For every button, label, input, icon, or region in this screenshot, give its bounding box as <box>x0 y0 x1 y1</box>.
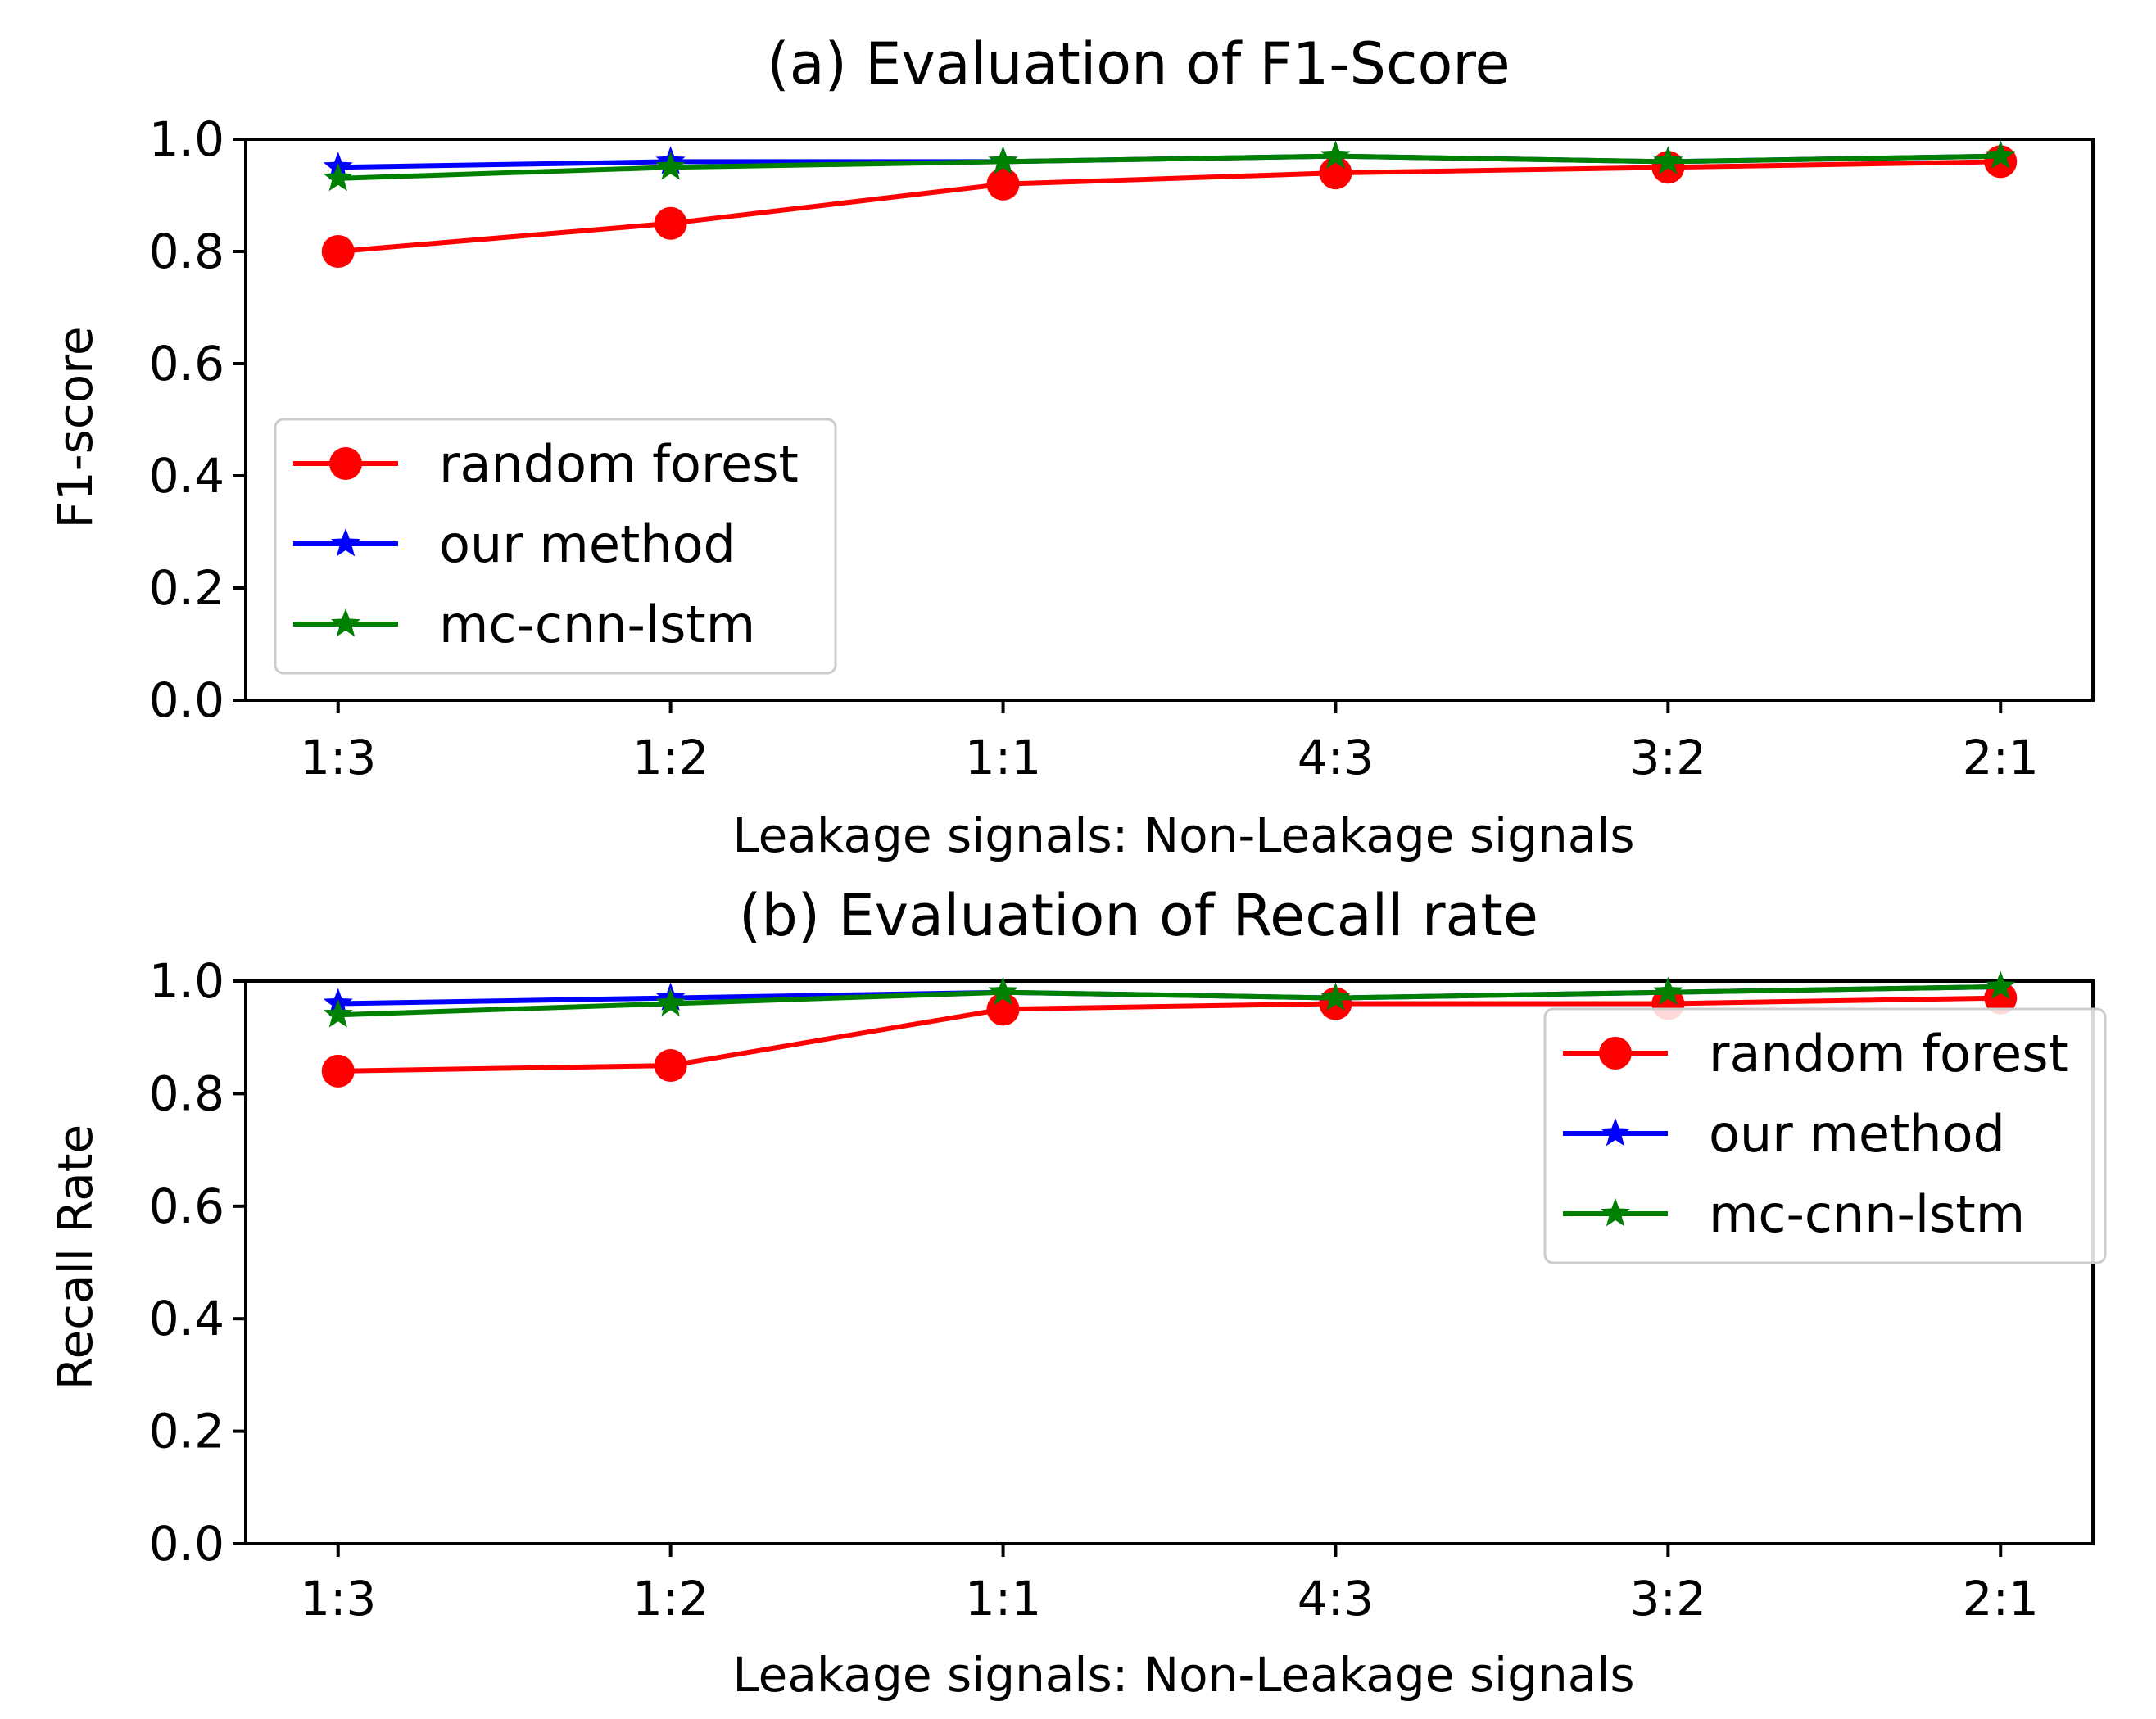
legend-box <box>1543 1007 2107 1264</box>
data-point-mc-cnn-lstm <box>988 146 1018 174</box>
data-point-random-forest <box>654 206 687 240</box>
y-tick-label: 0.4 <box>149 1291 224 1346</box>
series-line-mc-cnn-lstm <box>337 153 2001 181</box>
data-point-mc-cnn-lstm <box>1986 140 2016 169</box>
data-point-mc-cnn-lstm <box>655 152 686 180</box>
data-point-mc-cnn-lstm <box>655 988 686 1016</box>
x-tick-label: 2:1 <box>1963 730 2039 785</box>
data-point-random-forest <box>986 167 1020 201</box>
x-tick-label: 1:3 <box>300 1571 376 1626</box>
data-point-mc-cnn-lstm <box>1320 982 1351 1011</box>
y-tick-label: 0.2 <box>149 1404 224 1459</box>
data-point-mc-cnn-lstm <box>323 999 353 1028</box>
x-axis-ticks: 1:3 1:2 1:1 4:3 3:2 2:1 <box>300 730 2039 785</box>
x-tick-label: 1:2 <box>632 1571 709 1626</box>
x-axis-label: Leakage signals: Non-Leakage signals <box>732 807 1634 863</box>
data-point-mc-cnn-lstm <box>1320 140 1351 169</box>
y-tick-label: 0.8 <box>149 1065 224 1121</box>
data-point-mc-cnn-lstm <box>1653 976 1683 1006</box>
x-tick-label: 3:2 <box>1630 1571 1706 1626</box>
data-point-mc-cnn-lstm <box>988 976 1018 1006</box>
legend-label-our-method: our method <box>1709 1104 2005 1164</box>
y-tick-label: 0.8 <box>149 224 224 279</box>
x-tick-label: 4:3 <box>1298 1571 1374 1626</box>
legend-label-mc-cnn-lstm: mc-cnn-lstm <box>1709 1184 2025 1244</box>
y-tick-label: 1.0 <box>149 111 224 167</box>
legend-label-our-method: our method <box>439 514 736 574</box>
series-line-random-forest <box>337 159 2001 254</box>
y-tick-label: 0.6 <box>149 1178 224 1234</box>
legend-label-mc-cnn-lstm: mc-cnn-lstm <box>439 595 755 654</box>
x-tick-label: 1:2 <box>632 730 709 785</box>
legend-marker-our-method <box>1600 1118 1631 1147</box>
x-tick-label: 3:2 <box>1630 730 1706 785</box>
legend: random forest our method mc-cnn-lstm <box>1543 1007 2107 1264</box>
series-line-random-forest <box>337 995 2001 1074</box>
x-tick-label: 1:3 <box>300 730 376 785</box>
y-tick-label: 0.2 <box>149 560 224 616</box>
x-tick-label: 2:1 <box>1963 1571 2039 1626</box>
chart-title: (a) Evaluation of F1-Score <box>767 30 1510 97</box>
legend-marker-our-method <box>330 528 361 557</box>
data-point-mc-cnn-lstm <box>323 162 353 192</box>
data-point-mc-cnn-lstm <box>1653 146 1683 174</box>
data-point-random-forest <box>654 1049 687 1083</box>
axes-frame <box>244 138 2095 702</box>
x-axis-label: Leakage signals: Non-Leakage signals <box>732 1647 1634 1703</box>
legend-label-random-forest: random forest <box>439 434 799 494</box>
x-tick-label: 1:1 <box>965 730 1041 785</box>
data-point-random-forest <box>1984 981 2018 1015</box>
data-point-random-forest <box>321 235 355 268</box>
y-tick-label: 0.0 <box>149 1516 224 1572</box>
y-tick-label: 0.4 <box>149 448 224 504</box>
series-line-mc-cnn-lstm <box>337 984 2001 1018</box>
x-tick-label: 1:1 <box>965 1571 1041 1626</box>
legend-box <box>274 418 837 675</box>
legend-marker-random-forest <box>1599 1037 1632 1070</box>
legend-marker-random-forest <box>329 447 362 480</box>
y-tick-label: 1.0 <box>149 953 224 1009</box>
panel-recall-rate: (b) Evaluation of Recall rate Recall Rat… <box>48 882 2107 1703</box>
y-axis-label: F1-score <box>48 326 103 528</box>
data-point-random-forest <box>321 1054 355 1088</box>
y-tick-label: 0.6 <box>149 336 224 391</box>
legend-marker-mc-cnn-lstm <box>1600 1198 1631 1227</box>
x-axis-ticks: 1:3 1:2 1:1 4:3 3:2 2:1 <box>300 1571 2039 1626</box>
legend-marker-mc-cnn-lstm <box>330 608 361 637</box>
y-tick-label: 0.0 <box>149 672 224 728</box>
data-point-random-forest <box>986 993 1020 1026</box>
x-tick-label: 4:3 <box>1298 730 1374 785</box>
y-axis-ticks: 0.0 0.2 0.4 0.6 0.8 1.0 <box>149 953 224 1572</box>
chart-title: (b) Evaluation of Recall rate <box>739 882 1538 949</box>
data-point-mc-cnn-lstm <box>1986 970 2016 1000</box>
y-axis-label: Recall Rate <box>48 1124 103 1390</box>
y-axis-ticks: 0.0 0.2 0.4 0.6 0.8 1.0 <box>149 111 224 728</box>
legend-label-random-forest: random forest <box>1709 1024 2068 1083</box>
legend: random forest our method mc-cnn-lstm <box>274 418 837 675</box>
panel-f1-score: (a) Evaluation of F1-Score F1-score Leak… <box>48 30 2095 863</box>
plot-area <box>233 138 2095 713</box>
data-point-random-forest <box>1319 156 1352 190</box>
